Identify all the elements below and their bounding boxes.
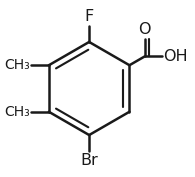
Text: F: F: [84, 9, 94, 24]
Text: CH₃: CH₃: [4, 105, 30, 119]
Text: O: O: [138, 22, 151, 37]
Text: OH: OH: [164, 49, 188, 64]
Text: CH₃: CH₃: [4, 58, 30, 72]
Text: Br: Br: [80, 153, 98, 168]
